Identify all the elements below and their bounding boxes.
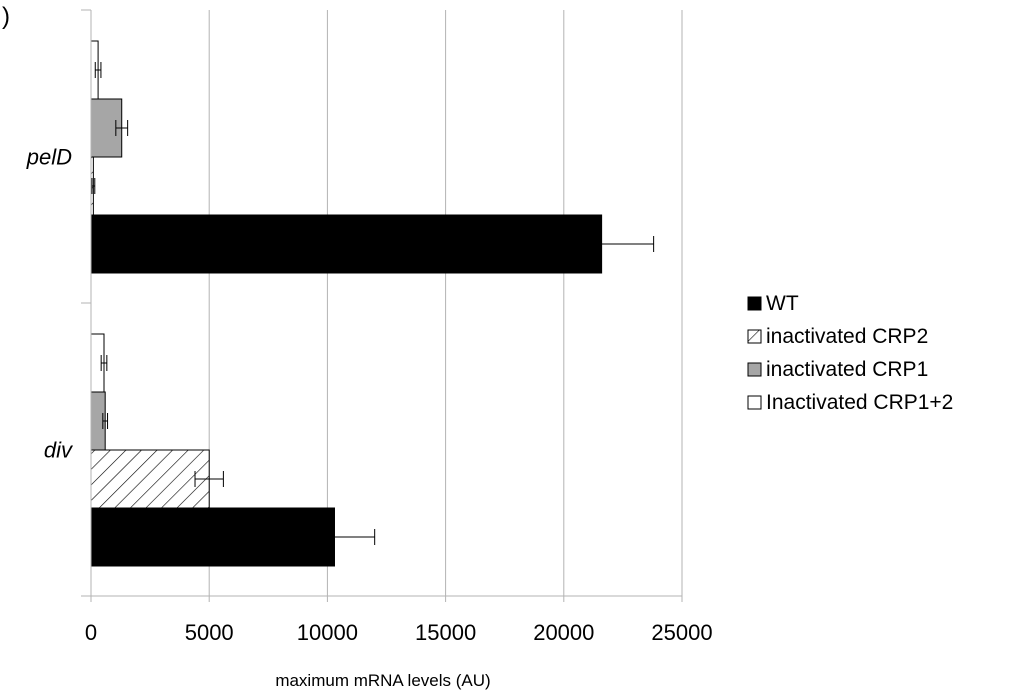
legend-swatch-wt [747,296,762,311]
x-tick-label: 25000 [651,620,712,645]
legend-label: WT [766,292,799,315]
x-tick-label: 0 [85,620,97,645]
category-label-div: div [44,438,74,463]
legend-swatch-inactivated-crp1 [747,362,762,377]
panel-corner-mark: ) [2,3,10,30]
legend-label: inactivated CRP1 [766,358,928,381]
bar-div-inactivated-crp2 [90,449,210,509]
x-axis-title: maximum mRNA levels (AU) [275,671,490,690]
legend-swatch-inactivated-crp1-2 [747,395,762,410]
legend: WT inactivated CRP2 inactivated CRP1 Inacti… [747,292,953,414]
bar-pelD-wt [90,214,603,274]
category-label-pelD: pelD [26,145,72,170]
x-tick-label: 15000 [415,620,476,645]
legend-label: Inactivated CRP1+2 [766,391,953,414]
axes: 0 5000 10000 15000 20000 25000 div pelD [26,9,713,645]
x-tick-label: 20000 [533,620,594,645]
legend-label: inactivated CRP2 [766,325,928,348]
bars [90,40,655,567]
x-tick-label: 10000 [297,620,358,645]
x-tick-label: 5000 [185,620,234,645]
legend-swatch-inactivated-crp2 [747,329,762,344]
